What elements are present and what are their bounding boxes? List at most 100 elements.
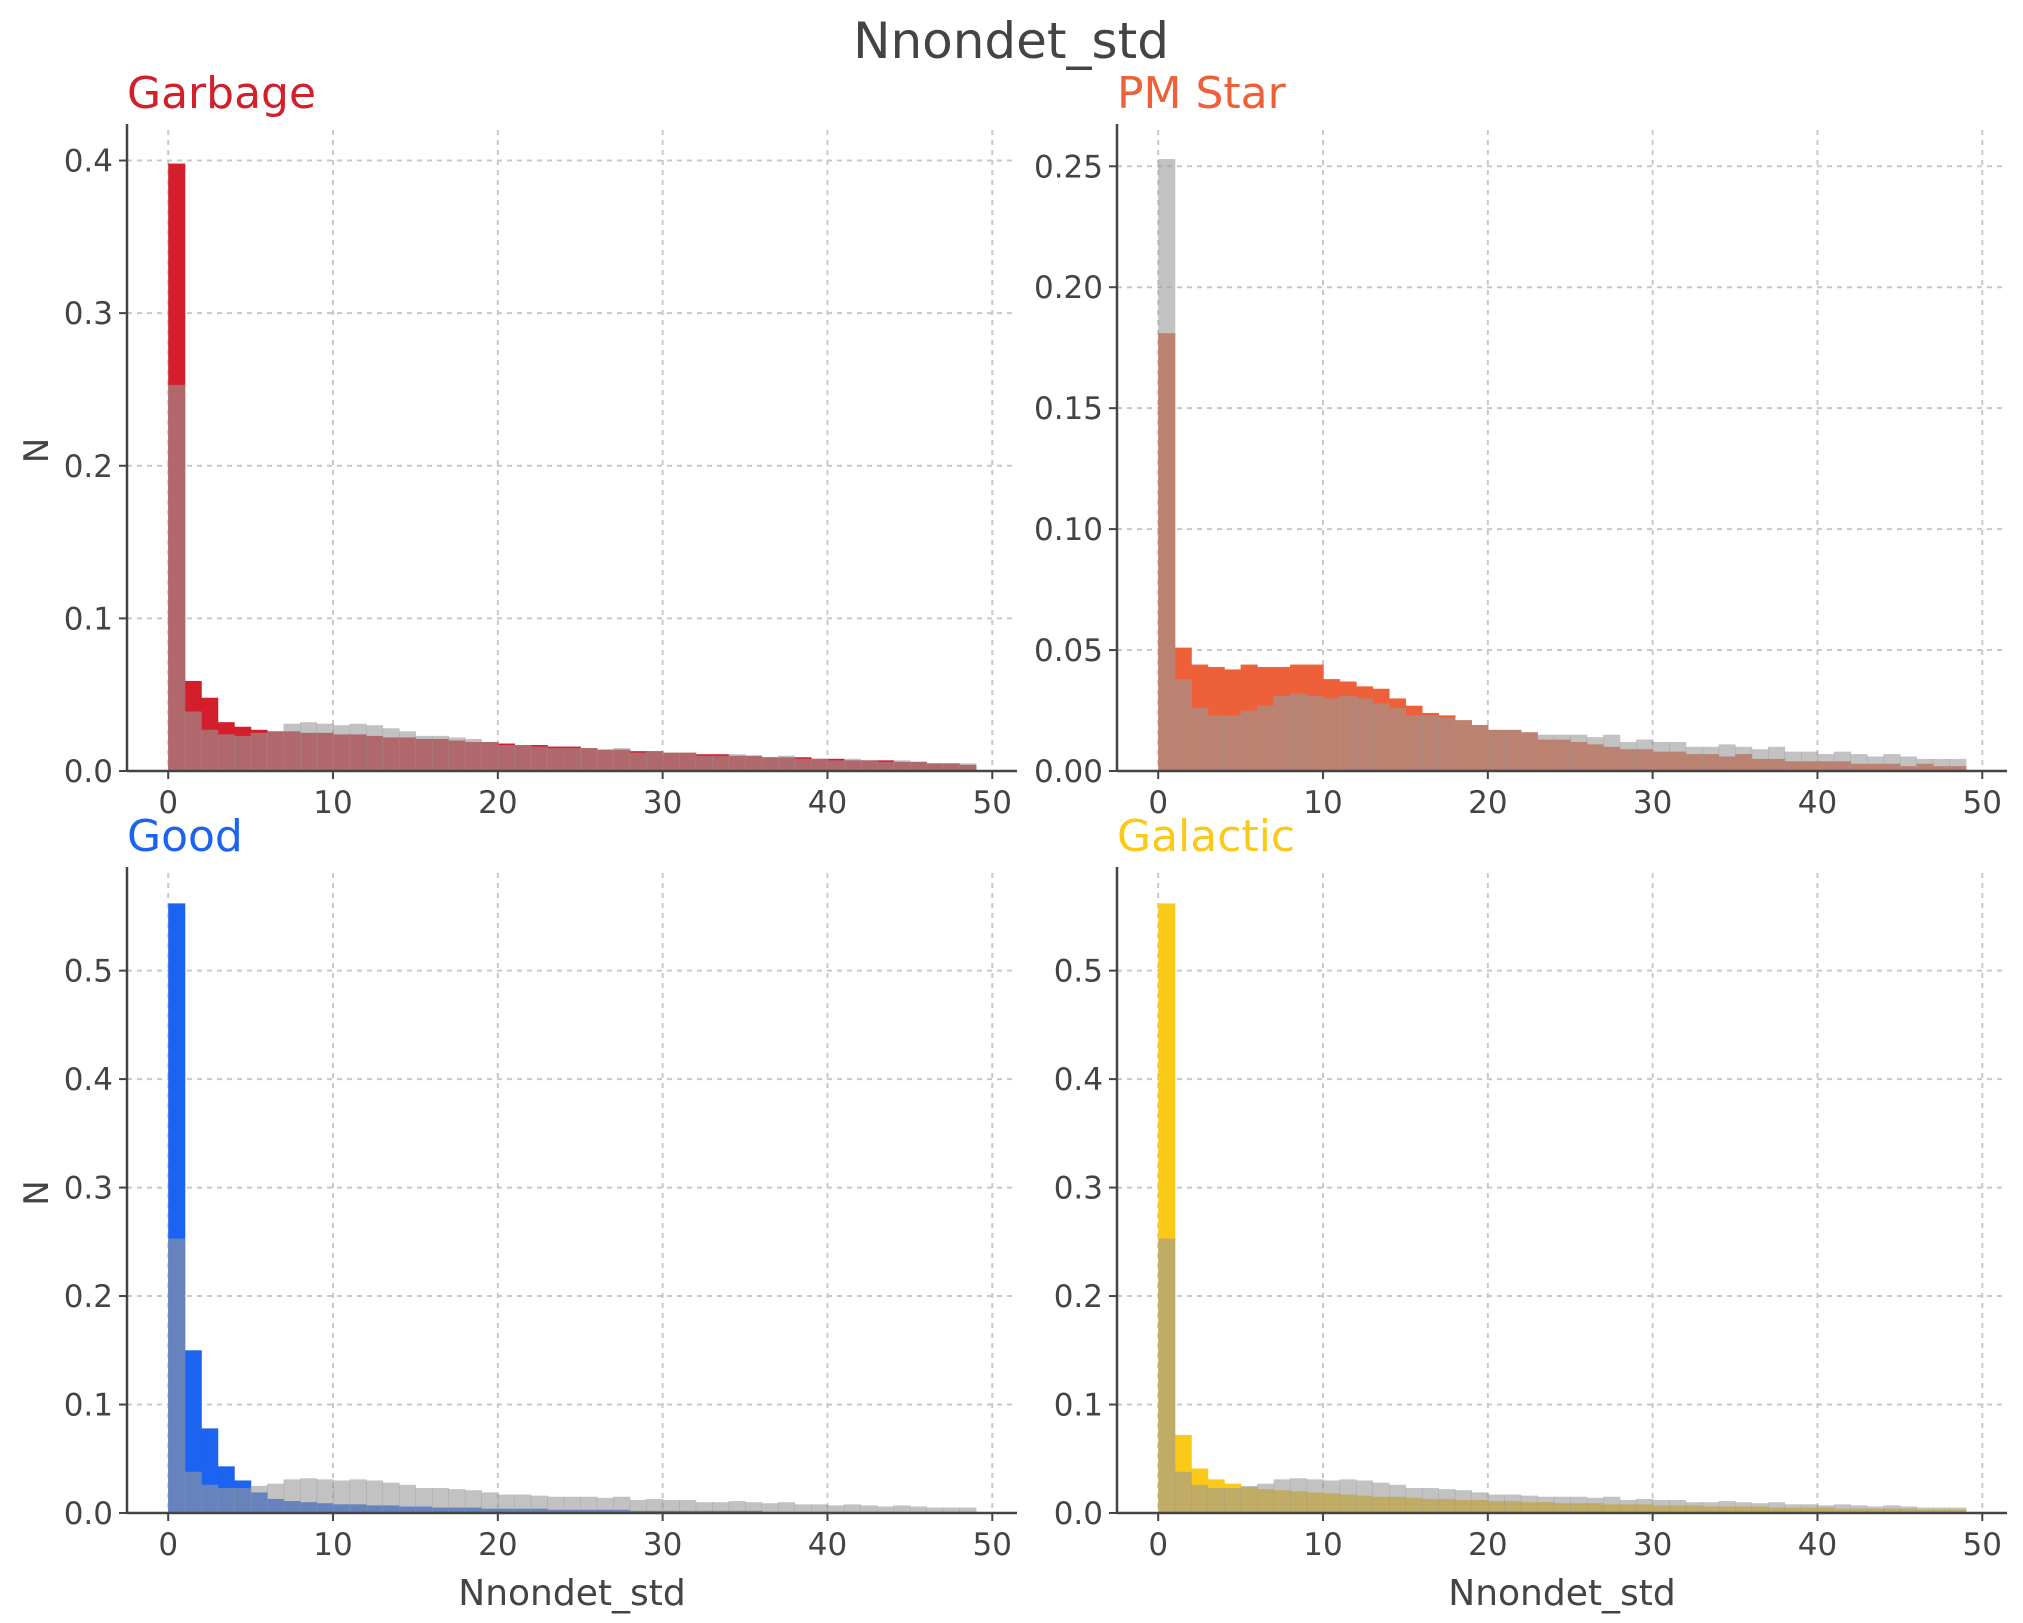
histogram-bar-reference — [267, 1483, 285, 1513]
histogram-bar-reference — [168, 1238, 186, 1513]
histogram-bar-reference — [1669, 1499, 1687, 1513]
histogram-bar-reference — [1817, 1505, 1835, 1513]
histogram-bar-reference — [1570, 1496, 1588, 1513]
histogram-bar-reference — [1290, 693, 1308, 771]
histogram-bar-reference — [1224, 715, 1242, 771]
histogram-bar-reference — [662, 1499, 680, 1513]
histogram-bar-reference — [464, 738, 482, 771]
histogram-bar-reference — [1800, 1504, 1819, 1513]
histogram-bar-reference — [201, 1484, 219, 1513]
histogram-bar-reference — [1273, 696, 1291, 771]
histogram-bar-reference — [629, 1499, 647, 1513]
histogram-bar-reference — [1240, 1485, 1258, 1513]
histogram-bar-reference — [1949, 1507, 1967, 1513]
histogram-bar-reference — [942, 763, 960, 771]
histogram-bar-reference — [1388, 1484, 1407, 1513]
histogram-bar-reference — [1833, 1504, 1852, 1513]
x-tick-label: 50 — [973, 1527, 1012, 1563]
histogram-bar-reference — [481, 742, 499, 771]
histogram-bar-reference — [1158, 1238, 1176, 1513]
histogram-bar-reference — [860, 760, 878, 771]
histogram-bar-reference — [1603, 1496, 1621, 1513]
histogram-bar-reference — [1372, 703, 1390, 771]
histogram-bar-reference — [316, 723, 334, 771]
histogram-bar-reference — [1735, 746, 1753, 771]
histogram-bar-reference — [547, 748, 565, 771]
histogram-bar-reference — [1768, 1502, 1786, 1513]
x-tick-label: 20 — [1468, 1527, 1507, 1563]
y-tick-label: 0.3 — [64, 1171, 113, 1207]
histogram-bar-reference — [1306, 1479, 1324, 1513]
histogram-bar-reference — [1702, 1502, 1720, 1513]
histogram-bar-reference — [398, 731, 417, 771]
histogram-bar-reference — [1207, 1488, 1225, 1513]
histogram-bar-reference — [1174, 1471, 1192, 1513]
histogram-bar-reference — [1718, 744, 1736, 771]
y-tick-label: 0.3 — [64, 296, 113, 332]
x-tick-label: 50 — [1963, 785, 2002, 821]
histogram-bar-reference — [1652, 1499, 1670, 1513]
histogram-bar-reference — [679, 1499, 697, 1513]
x-tick-label: 10 — [1303, 785, 1342, 821]
y-axis-label: N — [17, 1180, 57, 1205]
y-tick-label: 0.0 — [64, 754, 113, 790]
x-axis-label: Nnondet_std — [458, 1573, 685, 1614]
histogram-bar-reference — [1174, 679, 1192, 771]
histogram-bar-reference — [1932, 758, 1950, 771]
x-tick-label: 40 — [808, 1527, 847, 1563]
histogram-bar-reference — [778, 755, 796, 771]
panel-1: 0 10 20 30 40 50 0.0 0.1 0.2 0.3 0.4 Garbage N — [17, 68, 1017, 821]
histogram-bar-reference — [1355, 698, 1374, 771]
histogram-bar-reference — [1323, 698, 1341, 771]
histogram-bar-reference — [1224, 1488, 1242, 1513]
histogram-bar-reference — [1504, 729, 1522, 771]
histogram-bar-reference — [827, 760, 845, 771]
histogram-bar-reference — [1454, 720, 1472, 771]
histogram-bar-reference — [365, 1480, 384, 1513]
histogram-bar-reference — [712, 755, 730, 771]
histogram-bar-reference — [349, 1479, 367, 1513]
histogram-bar-reference — [580, 1496, 598, 1513]
histogram-bar-reference — [613, 1496, 631, 1513]
histogram-bar-reference — [1306, 696, 1324, 771]
x-tick-label: 0 — [158, 1527, 178, 1563]
y-tick-label: 0.1 — [1054, 1388, 1103, 1424]
histogram-bar-reference — [1866, 1506, 1884, 1513]
x-tick-label: 10 — [313, 1527, 352, 1563]
histogram-bar-reference — [1504, 1494, 1522, 1513]
histogram-bar-reference — [695, 1502, 713, 1513]
histogram-bar-reference — [876, 761, 894, 771]
histogram-bar-reference — [1636, 1498, 1654, 1513]
panel-title: Garbage — [127, 68, 316, 119]
histogram-bar-reference — [1487, 1494, 1505, 1513]
y-tick-label: 0.4 — [64, 144, 113, 180]
histogram-bar-reference — [217, 1488, 235, 1513]
histogram-bar-reference — [283, 723, 301, 771]
histogram-bar-reference — [1158, 159, 1176, 771]
histogram-bar-reference — [1290, 1478, 1308, 1513]
histogram-bar-reference — [596, 1497, 614, 1513]
histogram-bar-reference — [431, 1488, 449, 1513]
histogram-bar-reference — [563, 1496, 581, 1513]
histogram-bar-reference — [300, 722, 318, 771]
histogram-bar-reference — [316, 1479, 334, 1513]
histogram-bar-reference — [893, 760, 911, 771]
histogram-bar-reference — [514, 745, 532, 771]
histogram-bar-reference — [382, 1482, 400, 1513]
panel-title: PM Star — [1117, 68, 1287, 119]
histogram-bar-reference — [1850, 1505, 1868, 1513]
histogram-bar-reference — [1800, 751, 1819, 771]
y-tick-label: 0.2 — [1054, 1279, 1103, 1315]
histogram-bar-reference — [1438, 1489, 1456, 1513]
histogram-bar-reference — [745, 755, 763, 771]
histogram-bar-reference — [1899, 756, 1917, 771]
figure-title: Nnondet_std — [853, 12, 1169, 70]
histogram-bar-reference — [349, 723, 367, 771]
histogram-bar-reference — [860, 1505, 878, 1513]
histogram-bar-reference — [893, 1505, 911, 1513]
histogram-bar-reference — [827, 1505, 845, 1513]
histogram-bar-reference — [1850, 754, 1868, 771]
histogram-bar-reference — [1257, 705, 1275, 771]
histogram-bar-reference — [1883, 754, 1901, 771]
histogram-bar-reference — [1454, 1490, 1472, 1513]
